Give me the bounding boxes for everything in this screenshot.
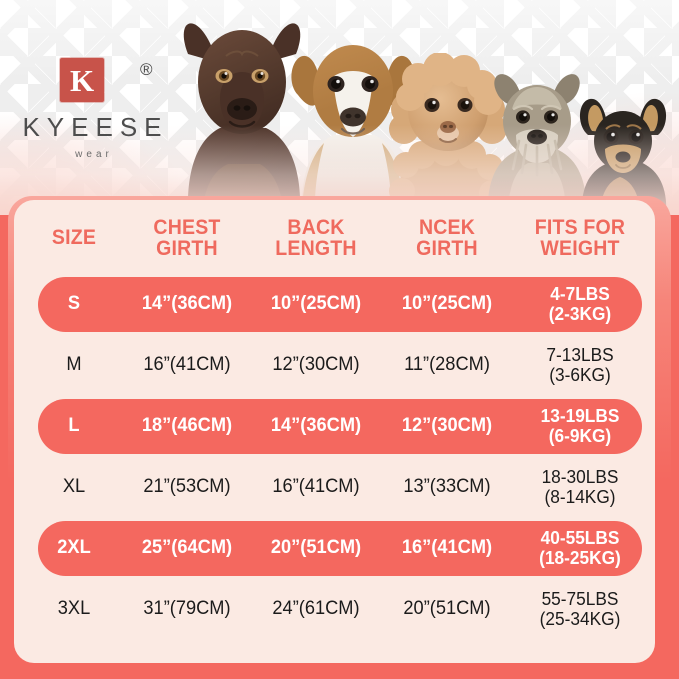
cell-chest-girth: 18”(46CM) xyxy=(141,415,233,437)
cell-chest-girth: 14”(36CM) xyxy=(141,293,233,315)
table-row: 2XL 25”(64CM) 20”(51CM) 16”(41CM) 40-55L… xyxy=(14,518,655,579)
brand-name: KYEESE xyxy=(22,112,169,142)
cell-size: M xyxy=(66,354,82,376)
column-header-chest-line1: CHEST xyxy=(153,215,221,239)
table-row: L 18”(46CM) 14”(36CM) 12”(30CM) 13-19LBS… xyxy=(14,396,655,457)
row-highlight-pill xyxy=(38,521,642,576)
column-header-back-line1: BACK xyxy=(287,215,345,239)
cell-neck-girth: 16”(41CM) xyxy=(401,537,493,559)
column-header-weight-line2: WEIGHT xyxy=(540,237,620,260)
cell-back-length: 12”(30CM) xyxy=(272,354,360,376)
cell-back-length: 24”(61CM) xyxy=(272,598,360,620)
cell-size: S xyxy=(67,293,81,315)
brand-tagline: wear xyxy=(75,149,113,160)
column-header-neck-line2: GIRTH xyxy=(416,237,478,260)
cell-back-length: 14”(36CM) xyxy=(270,415,362,437)
column-header-weight-line1: FITS FOR xyxy=(534,215,626,239)
cell-size: L xyxy=(68,415,80,437)
column-header-fits-for-weight: FITS FOR WEIGHT xyxy=(515,200,645,276)
cell-fits-for-weight: 18-30LBS (8-14KG) xyxy=(541,467,619,507)
cell-neck-girth: 11”(28CM) xyxy=(404,354,490,376)
cell-back-length: 10”(25CM) xyxy=(270,293,362,315)
hero-banner: K ® KYEESE wear xyxy=(0,0,679,215)
cell-fits-for-weight: 7-13LBS (3-6KG) xyxy=(546,345,614,385)
row-highlight-pill xyxy=(38,277,642,332)
registered-trademark-icon: ® xyxy=(140,60,153,79)
column-header-back-length: BACK LENGTH xyxy=(253,200,379,276)
cell-fits-for-weight: 13-19LBS (6-9KG) xyxy=(540,406,620,446)
cell-size: XL xyxy=(62,476,86,498)
cell-fits-for-weight: 4-7LBS (2-3KG) xyxy=(548,284,612,324)
cell-size: 2XL xyxy=(57,537,91,559)
table-row: 3XL 31”(79CM) 24”(61CM) 20”(51CM) 55-75L… xyxy=(14,579,655,640)
size-chart-card: SIZE CHEST GIRTH BACK LENGTH NCEK GIRTH … xyxy=(14,200,655,663)
cell-neck-girth: 10”(25CM) xyxy=(401,293,493,315)
logo-letter: K xyxy=(69,62,95,98)
logo-mark-row: K ® xyxy=(12,57,172,108)
cell-fits-for-weight: 55-75LBS (25-34KG) xyxy=(539,589,621,629)
cell-neck-girth: 20”(51CM) xyxy=(403,598,491,620)
cell-back-length: 20”(51CM) xyxy=(270,537,362,559)
table-row: XL 21”(53CM) 16”(41CM) 13”(33CM) 18-30LB… xyxy=(14,457,655,518)
column-header-size-line1: SIZE xyxy=(51,226,97,250)
logo-square-icon: K xyxy=(58,57,106,103)
cell-fits-for-weight: 40-55LBS (18-25KG) xyxy=(539,528,621,568)
row-highlight-pill xyxy=(38,399,642,454)
brand-logo: K ® KYEESE wear xyxy=(12,57,172,160)
cell-chest-girth: 31”(79CM) xyxy=(143,598,231,620)
table-body: S 14”(36CM) 10”(25CM) 10”(25CM) 4-7LBS (… xyxy=(14,274,655,640)
cell-neck-girth: 12”(30CM) xyxy=(401,415,493,437)
cell-neck-girth: 13”(33CM) xyxy=(403,476,491,498)
cell-chest-girth: 21”(53CM) xyxy=(143,476,231,498)
table-header-row: SIZE CHEST GIRTH BACK LENGTH NCEK GIRTH … xyxy=(14,200,655,276)
cell-chest-girth: 25”(64CM) xyxy=(141,537,233,559)
column-header-back-line2: LENGTH xyxy=(275,237,357,260)
cell-back-length: 16”(41CM) xyxy=(272,476,360,498)
column-header-chest-line2: GIRTH xyxy=(156,237,218,260)
cell-size: 3XL xyxy=(57,598,91,620)
table-row: S 14”(36CM) 10”(25CM) 10”(25CM) 4-7LBS (… xyxy=(14,274,655,335)
column-header-neck-girth: NCEK GIRTH xyxy=(388,200,505,276)
column-header-size: SIZE xyxy=(24,200,124,276)
cell-chest-girth: 16”(41CM) xyxy=(143,354,231,376)
column-header-chest-girth: CHEST GIRTH xyxy=(130,200,243,276)
column-header-neck-line1: NCEK xyxy=(418,215,476,239)
table-row: M 16”(41CM) 12”(30CM) 11”(28CM) 7-13LBS … xyxy=(14,335,655,396)
